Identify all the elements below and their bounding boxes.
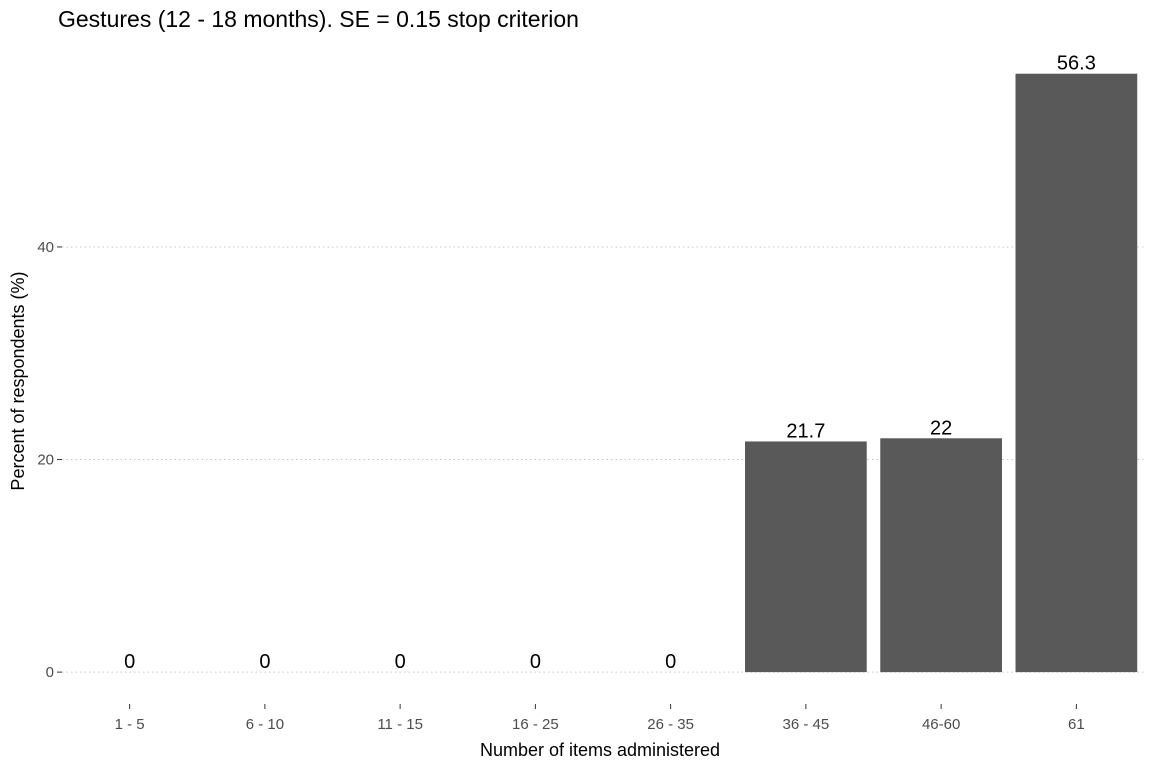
x-tick-label: 1 - 5 [115, 716, 145, 733]
bar-8 [1015, 73, 1138, 673]
bar-value-label: 0 [530, 651, 541, 673]
bar-7 [880, 438, 1002, 673]
y-tick-label: 20 [37, 452, 54, 469]
y-tick-label: 40 [37, 239, 54, 256]
data-labels: 0 0 0 0 0 21.7 22 56.3 [124, 53, 1096, 673]
x-axis-ticks: 1 - 5 6 - 10 11 - 15 16 - 25 26 - 35 36 - 45 4… [115, 704, 1085, 733]
x-tick-label: 16 - 25 [512, 716, 559, 733]
x-tick-label: 61 [1068, 716, 1085, 733]
y-tick-label: 0 [46, 664, 54, 681]
gridlines [62, 246, 1144, 673]
x-tick-label: 36 - 45 [783, 716, 830, 733]
chart-title: Gestures (12 - 18 months). SE = 0.15 sto… [58, 6, 579, 32]
x-tick-label: 26 - 35 [647, 716, 694, 733]
y-axis-ticks: 0 20 40 [37, 239, 62, 681]
bar-value-label: 56.3 [1057, 53, 1096, 75]
bar-value-label: 0 [665, 651, 676, 673]
bar-value-label: 22 [930, 417, 952, 439]
x-tick-label: 11 - 15 [377, 716, 423, 733]
bar-value-label: 21.7 [786, 420, 825, 442]
bars [745, 73, 1138, 673]
x-axis-title: Number of items administered [480, 740, 720, 760]
y-axis-title: Percent of respondents (%) [8, 271, 28, 490]
bar-6 [745, 441, 867, 673]
x-tick-label: 46-60 [922, 716, 960, 733]
bar-value-label: 0 [259, 651, 270, 673]
bar-value-label: 0 [395, 651, 406, 673]
bar-value-label: 0 [124, 651, 135, 673]
x-tick-label: 6 - 10 [246, 716, 284, 733]
